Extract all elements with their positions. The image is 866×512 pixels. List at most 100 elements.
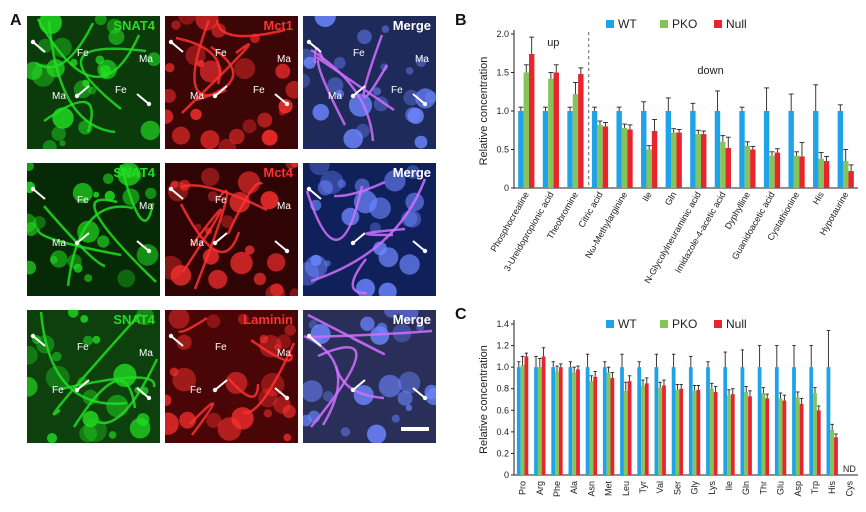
- cell-blob: [424, 91, 436, 103]
- bar-pko-ala: [572, 372, 577, 475]
- bar-wt-n-glycolylneuraminic-acid: [690, 111, 696, 188]
- micrograph-mct4-r2: Fe Ma Ma Mct4: [165, 163, 298, 296]
- tissue-label-ma: Ma: [139, 54, 153, 65]
- x-tick-label-cys: Cys: [844, 481, 854, 497]
- cell-blob: [312, 104, 330, 121]
- bar-pko-val: [658, 387, 663, 475]
- bar-wt-his: [813, 111, 819, 188]
- cell-blob: [129, 417, 151, 439]
- bar-pko-phosphocreatine: [523, 72, 529, 188]
- arrow-head: [422, 395, 428, 401]
- cell-blob: [82, 410, 99, 428]
- arrow-shaft: [214, 85, 228, 97]
- cell-blob: [218, 138, 236, 149]
- arrow-head: [284, 101, 290, 107]
- arrow-head: [168, 333, 174, 339]
- y-tick-label: 0: [504, 470, 509, 480]
- cell-blob: [97, 235, 110, 248]
- membrane-line: [72, 379, 137, 428]
- cell-blob: [282, 404, 296, 419]
- legend-label-pko: PKO: [672, 317, 697, 331]
- micrograph-texture: [303, 163, 428, 296]
- bar-null-imidazole-4-acetic-acid: [725, 147, 731, 188]
- bar-wt-gln: [740, 367, 745, 475]
- bar-null-met: [610, 377, 615, 475]
- stain-label-laminin: Laminin: [243, 312, 293, 327]
- micrograph-texture: Fe Ma Ma Fe: [165, 16, 298, 149]
- cell-blob: [407, 107, 424, 124]
- legend-swatch-wt: [606, 20, 614, 28]
- cell-blob: [259, 334, 269, 344]
- bar-wt-leu: [620, 367, 624, 475]
- cell-blob: [27, 346, 38, 365]
- legend-swatch-pko: [660, 320, 668, 328]
- cell-blob: [229, 192, 250, 213]
- x-tick-label-trp: Trp: [810, 481, 820, 494]
- arrow-shaft: [32, 188, 46, 200]
- x-tick-label-met: Met: [604, 481, 614, 497]
- cell-blob: [310, 324, 331, 345]
- stain-label-mct1: Mct1: [263, 18, 293, 33]
- x-tick-label-lys: Lys: [707, 481, 717, 495]
- x-tick-label-gln: Gln: [663, 190, 679, 207]
- micrograph-merge-r1: Fe Ma Ma Fe Merge: [303, 16, 436, 149]
- cell-blob: [283, 433, 292, 442]
- bar-pko-his: [830, 429, 835, 475]
- bar-wt-dyphylline: [739, 111, 745, 188]
- membrane-line: [250, 338, 293, 362]
- arrow-head: [30, 333, 36, 339]
- cell-blob: [117, 269, 136, 288]
- cell-blob: [229, 128, 245, 145]
- cell-blob: [242, 119, 257, 134]
- cell-blob: [260, 191, 279, 210]
- bar-pko-citric-acid: [597, 124, 603, 188]
- cell-blob: [165, 109, 174, 124]
- cell-blob: [266, 253, 286, 272]
- cell-blob: [147, 52, 160, 67]
- cell-blob: [165, 394, 172, 406]
- bar-wt-cystathionine: [788, 111, 794, 188]
- bar-wt-tyr: [637, 367, 642, 475]
- cell-blob: [405, 404, 413, 412]
- micrograph-laminin-r3: Fe Ma Fe Laminin: [165, 310, 298, 443]
- arrow-head: [306, 186, 312, 192]
- bar-pko-ser: [675, 389, 680, 475]
- tissue-label-ma: Ma: [52, 238, 66, 249]
- arrow-shaft: [308, 335, 322, 347]
- bar-wt-glu: [774, 367, 779, 475]
- cell-blob: [416, 323, 425, 332]
- micrograph-texture: Fe Ma Fe: [27, 310, 159, 443]
- cell-blob: [145, 187, 157, 200]
- cell-blob: [171, 20, 181, 30]
- arrow-shaft: [352, 232, 366, 244]
- bar-null-gln: [676, 132, 682, 188]
- annotation-down: down: [697, 65, 723, 77]
- bar-null-citric-acid: [602, 126, 609, 188]
- cell-blob: [199, 60, 222, 83]
- cell-blob: [176, 334, 192, 350]
- arrow-shaft: [136, 240, 150, 252]
- cell-blob: [168, 310, 190, 329]
- legend-label-wt: WT: [618, 17, 637, 31]
- y-tick-label: 1.5: [496, 68, 509, 78]
- cell-blob: [201, 167, 220, 187]
- cell-blob: [72, 182, 93, 203]
- cell-blob: [179, 411, 196, 429]
- arrow-shaft: [170, 335, 184, 347]
- cell-blob: [170, 265, 192, 286]
- cell-blob: [190, 108, 202, 121]
- membrane-line: [39, 311, 128, 405]
- stain-label-mct4: Mct4: [263, 165, 293, 180]
- cell-blob: [303, 56, 316, 69]
- x-tick-label-pro: Pro: [518, 481, 528, 495]
- bar-wt-his: [826, 367, 831, 475]
- micrograph-texture: Fe Ma Ma: [165, 163, 298, 296]
- tissue-label-ma: Ma: [415, 54, 429, 65]
- arrow-head: [422, 101, 428, 107]
- arrow-head: [168, 186, 174, 192]
- cell-blob: [135, 310, 154, 326]
- membrane-line: [60, 376, 156, 391]
- legend-label-null: Null: [726, 317, 747, 331]
- cell-blob: [367, 424, 387, 443]
- bar-wt-hypotaurine: [837, 111, 844, 188]
